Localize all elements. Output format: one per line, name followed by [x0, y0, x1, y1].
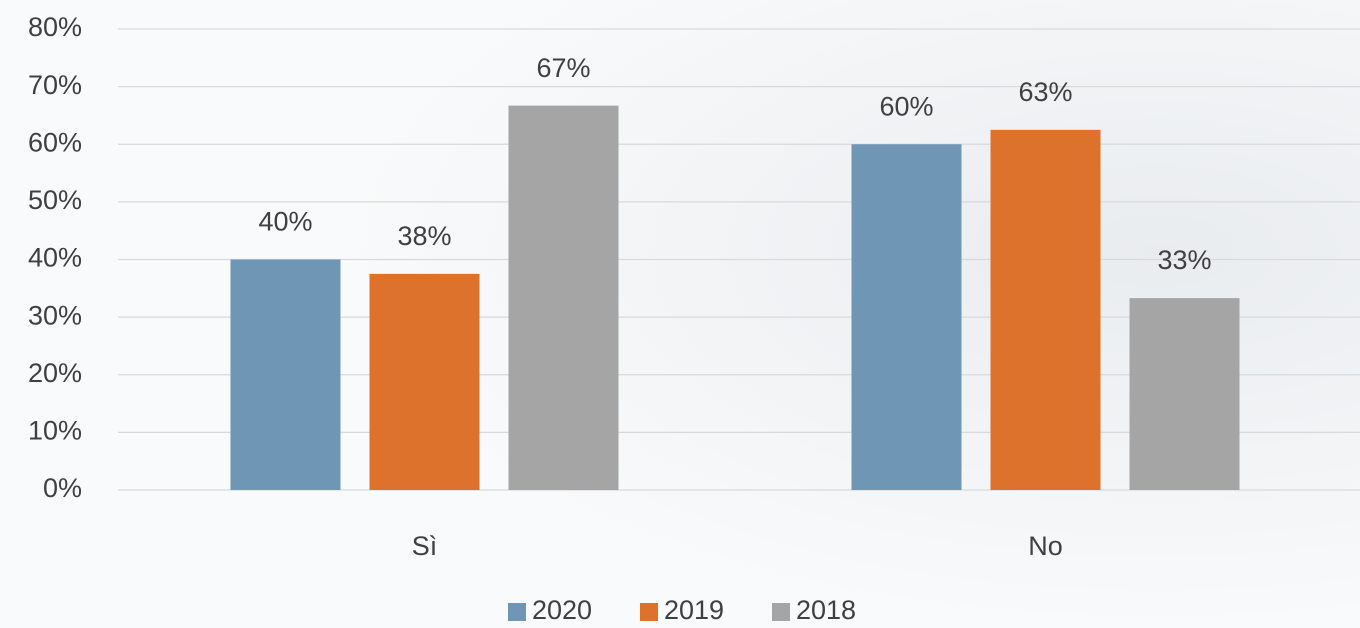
y-tick-label: 50% — [28, 185, 82, 215]
data-label: 33% — [1157, 245, 1211, 275]
legend-label: 2018 — [796, 595, 856, 625]
legend-label: 2020 — [532, 595, 592, 625]
bar — [1129, 298, 1240, 490]
x-tick-label: Sì — [412, 531, 438, 561]
data-label: 63% — [1018, 77, 1072, 107]
bar — [230, 259, 341, 490]
bar — [851, 144, 962, 490]
legend-swatch — [508, 603, 526, 621]
data-label: 40% — [258, 207, 312, 237]
data-label: 60% — [879, 91, 933, 121]
y-tick-label: 20% — [28, 358, 82, 388]
data-label: 38% — [397, 221, 451, 251]
x-tick-label: No — [1028, 531, 1063, 561]
data-label: 67% — [536, 53, 590, 83]
y-tick-label: 70% — [28, 70, 82, 100]
y-tick-label: 30% — [28, 300, 82, 330]
legend-swatch — [640, 603, 658, 621]
y-tick-label: 40% — [28, 243, 82, 273]
legend-label: 2019 — [664, 595, 724, 625]
bar — [369, 273, 480, 490]
y-tick-label: 0% — [43, 473, 82, 503]
y-tick-label: 10% — [28, 416, 82, 446]
bar — [508, 105, 619, 491]
y-tick-label: 60% — [28, 127, 82, 157]
legend-swatch — [772, 603, 790, 621]
bar — [990, 129, 1101, 490]
y-tick-label: 80% — [28, 12, 82, 42]
